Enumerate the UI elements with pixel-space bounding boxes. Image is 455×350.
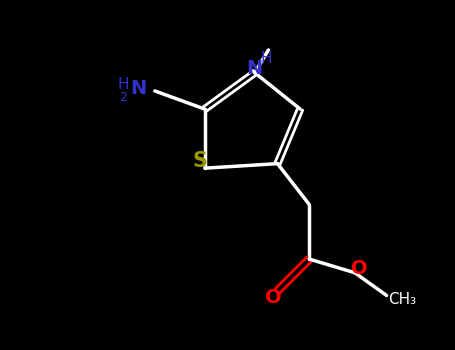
Text: O: O	[351, 259, 368, 278]
Text: N: N	[247, 59, 263, 78]
Text: 2: 2	[119, 91, 127, 104]
Text: N: N	[131, 79, 147, 98]
Text: O: O	[265, 288, 281, 307]
Text: H: H	[260, 51, 272, 66]
Text: S: S	[193, 151, 208, 172]
Text: CH₃: CH₃	[389, 293, 417, 308]
Text: H: H	[117, 77, 129, 92]
